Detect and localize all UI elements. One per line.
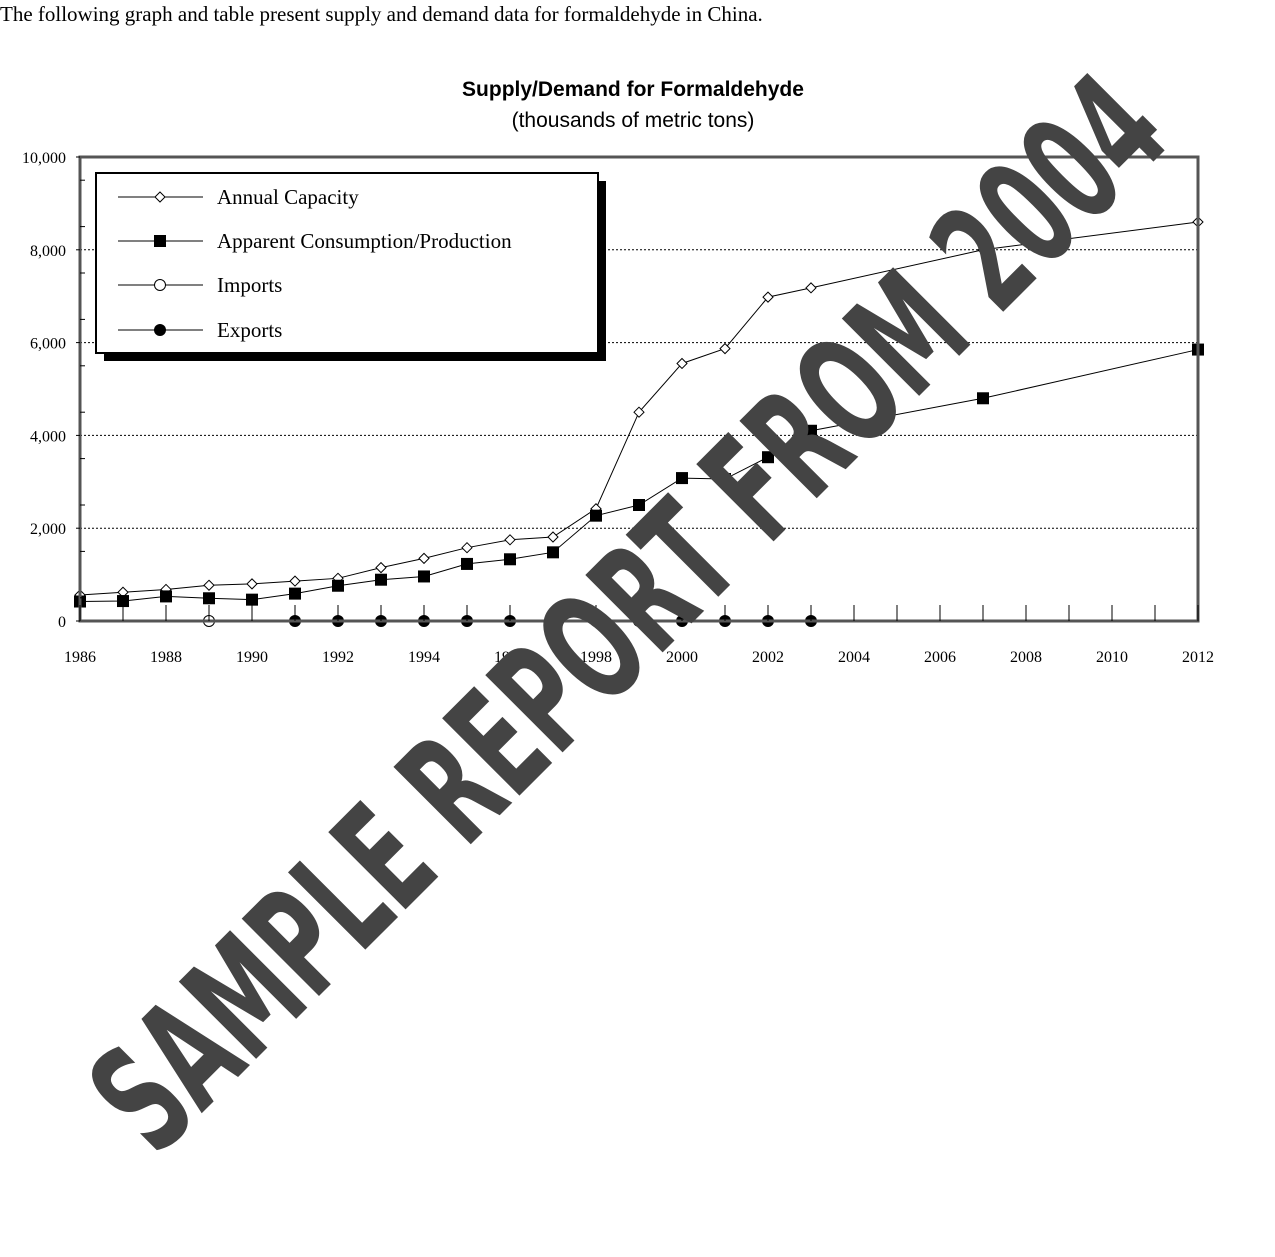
data-point bbox=[504, 553, 516, 566]
y-tick-label: 2,000 bbox=[30, 521, 66, 538]
data-point bbox=[762, 291, 774, 303]
data-point bbox=[289, 575, 301, 587]
data-point bbox=[117, 595, 129, 608]
series-1 bbox=[74, 343, 1204, 608]
legend-label: Annual Capacity bbox=[217, 185, 359, 209]
data-point bbox=[676, 472, 688, 485]
data-point bbox=[590, 509, 602, 522]
data-point bbox=[977, 244, 989, 256]
data-point bbox=[977, 392, 989, 405]
data-point bbox=[461, 557, 473, 570]
x-tick-label: 2008 bbox=[1010, 649, 1042, 666]
data-point bbox=[805, 282, 817, 294]
legend: Annual Capacity Apparent Consumption/Prod… bbox=[95, 172, 606, 361]
data-point bbox=[633, 499, 645, 511]
legend-marker bbox=[154, 235, 166, 247]
x-tick-label: 2010 bbox=[1096, 649, 1128, 666]
legend-label: Apparent Consumption/Production bbox=[217, 229, 512, 253]
intro-text: The following graph and table present su… bbox=[0, 2, 763, 26]
data-point bbox=[547, 546, 559, 559]
x-tick-label: 1990 bbox=[236, 649, 268, 666]
x-tick-label: 2000 bbox=[666, 649, 698, 666]
data-point bbox=[246, 578, 258, 590]
series-line bbox=[79, 221, 1199, 596]
y-tick-label: 4,000 bbox=[30, 428, 66, 445]
data-point bbox=[633, 406, 645, 418]
x-tick-label: 1994 bbox=[408, 649, 440, 666]
data-point bbox=[246, 593, 258, 606]
x-tick-label: 1996 bbox=[494, 649, 526, 666]
data-point bbox=[547, 531, 559, 543]
data-point bbox=[805, 424, 817, 437]
x-tick-label: 2012 bbox=[1182, 649, 1214, 666]
data-point bbox=[719, 473, 731, 486]
data-point bbox=[203, 592, 215, 605]
data-point bbox=[203, 579, 215, 591]
y-tick-label: 0 bbox=[58, 614, 66, 631]
data-point bbox=[332, 579, 344, 592]
legend-marker bbox=[154, 279, 166, 291]
y-tick-label: 10,000 bbox=[22, 150, 66, 167]
legend-marker bbox=[154, 324, 166, 336]
legend-label: Exports bbox=[217, 318, 282, 342]
chart-title: Supply/Demand for Formaldehyde bbox=[462, 78, 804, 101]
legend-box bbox=[95, 172, 599, 354]
x-tick-label: 2002 bbox=[752, 649, 784, 666]
x-tick-label: 1986 bbox=[64, 649, 96, 666]
legend-marker bbox=[154, 191, 166, 203]
y-tick-label: 8,000 bbox=[30, 243, 66, 260]
x-tick-label: 2006 bbox=[924, 649, 956, 666]
data-point bbox=[719, 342, 731, 355]
x-tick-label: 1998 bbox=[580, 649, 612, 666]
data-point bbox=[461, 541, 473, 554]
x-tick-label: 1988 bbox=[150, 649, 182, 666]
data-point bbox=[160, 590, 172, 603]
data-point bbox=[375, 573, 387, 586]
y-tick-label: 6,000 bbox=[30, 336, 66, 353]
legend-label: Imports bbox=[217, 273, 282, 297]
axes: 0 2,000 4,000 6,000 8,000 10,000 1986 1988 1990 1… bbox=[22, 150, 1214, 666]
data-point bbox=[289, 587, 301, 600]
series-line bbox=[79, 349, 1199, 603]
x-tick-label: 1992 bbox=[322, 649, 354, 666]
data-point bbox=[504, 534, 516, 546]
x-tick-label: 2004 bbox=[838, 649, 870, 666]
data-point bbox=[762, 451, 774, 464]
data-point bbox=[418, 552, 430, 565]
data-point bbox=[418, 570, 430, 583]
chart-subtitle: (thousands of metric tons) bbox=[512, 109, 755, 132]
data-point bbox=[375, 561, 387, 574]
data-point bbox=[676, 357, 688, 370]
